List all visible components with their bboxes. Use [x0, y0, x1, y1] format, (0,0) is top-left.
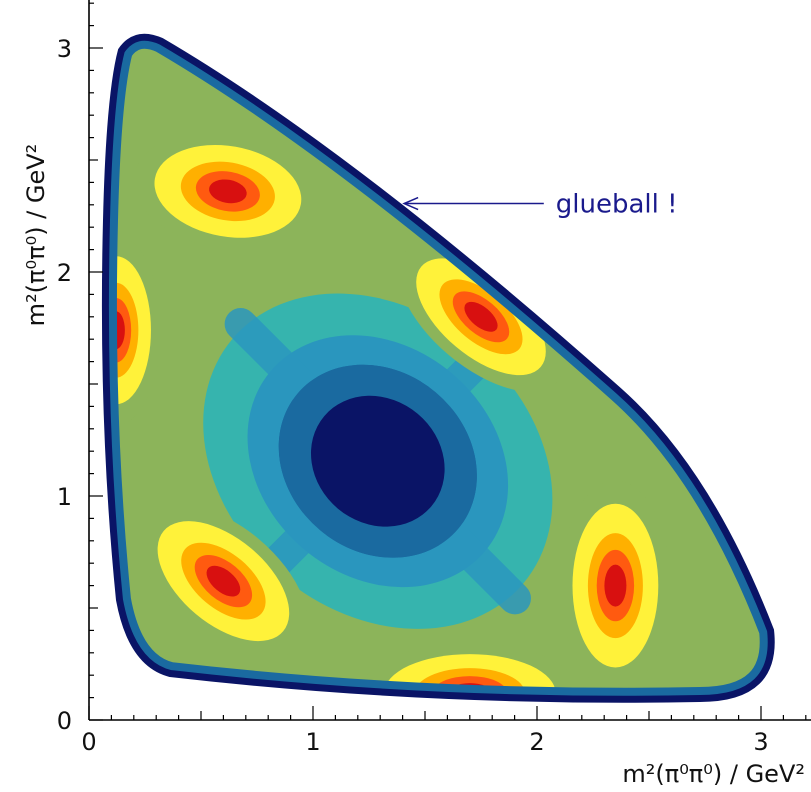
y-tick-label: 3: [57, 35, 72, 63]
y-axis-title: m²(π⁰π⁰) / GeV²: [22, 144, 50, 327]
y-tick-label: 0: [57, 707, 72, 735]
annotation-arrowhead: [402, 196, 419, 211]
x-axis-title: m²(π⁰π⁰) / GeV²: [622, 760, 805, 788]
plot-frame: [88, 0, 811, 721]
y-tick-label: 1: [57, 483, 72, 511]
hotspot-band: [209, 179, 247, 204]
x-axis-ticks: 0 1 2 3: [81, 706, 807, 756]
glueball-annotation: glueball !: [402, 190, 678, 220]
hotspot-band: [604, 564, 627, 607]
density-band: [310, 395, 445, 527]
x-tick-label: 0: [81, 728, 96, 756]
x-tick-label: 3: [753, 728, 768, 756]
hotspot-band: [464, 301, 498, 332]
x-tick-label: 2: [529, 728, 544, 756]
annotation-text: glueball !: [556, 190, 678, 220]
y-tick-label: 2: [57, 259, 72, 287]
hotspot-band: [206, 565, 241, 597]
y-axis-ticks: 0 1 2 3: [57, 2, 103, 735]
x-tick-label: 1: [305, 728, 320, 756]
